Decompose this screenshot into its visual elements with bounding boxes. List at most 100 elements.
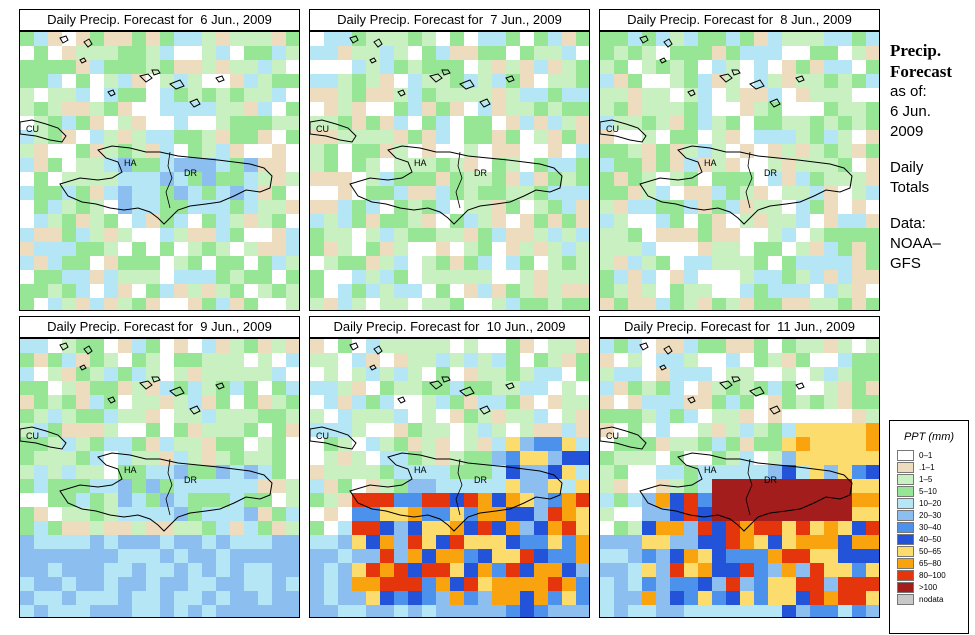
hispaniola-outline bbox=[639, 145, 853, 225]
precip-cell bbox=[628, 395, 642, 409]
precip-cell bbox=[642, 591, 656, 605]
precip-cell bbox=[48, 493, 62, 507]
precip-cell bbox=[48, 521, 62, 535]
precip-cell bbox=[628, 535, 642, 549]
precip-cell bbox=[684, 465, 698, 479]
precip-cell bbox=[62, 521, 76, 535]
precip-cell bbox=[394, 493, 408, 507]
precip-cell bbox=[576, 88, 589, 102]
bahamas-island-outline bbox=[83, 345, 93, 355]
precip-cell bbox=[352, 32, 366, 46]
precip-cell bbox=[520, 493, 534, 507]
precip-cell bbox=[436, 298, 450, 310]
precip-cell bbox=[118, 102, 132, 116]
precip-cell bbox=[202, 563, 216, 577]
precip-cell bbox=[810, 158, 824, 172]
precip-cell bbox=[520, 563, 534, 577]
precip-cell bbox=[520, 256, 534, 270]
precip-cell bbox=[244, 270, 258, 284]
precip-cell bbox=[76, 437, 90, 451]
precip-cell bbox=[520, 591, 534, 605]
precip-cell bbox=[338, 242, 352, 256]
precip-cell bbox=[478, 479, 492, 493]
precip-cell bbox=[534, 353, 548, 367]
precip-cell bbox=[146, 605, 160, 617]
precip-cell bbox=[104, 507, 118, 521]
precip-cell bbox=[642, 493, 656, 507]
precip-cell bbox=[824, 214, 838, 228]
precip-cell bbox=[810, 451, 824, 465]
precip-cell bbox=[712, 605, 726, 617]
precip-cell bbox=[614, 46, 628, 60]
precip-cell bbox=[394, 381, 408, 395]
precip-cell bbox=[352, 144, 366, 158]
precip-cell bbox=[90, 395, 104, 409]
precip-cell bbox=[520, 186, 534, 200]
precip-cell bbox=[670, 451, 684, 465]
precip-cell bbox=[258, 451, 272, 465]
precip-cell bbox=[614, 242, 628, 256]
forecast-panel-jun10: Daily Precip. Forecast for 10 Jun., 2009… bbox=[309, 316, 590, 618]
precip-cell bbox=[726, 409, 740, 423]
precip-cell bbox=[614, 88, 628, 102]
precip-cell bbox=[726, 158, 740, 172]
precip-cell bbox=[352, 605, 366, 617]
precip-cell bbox=[642, 32, 656, 46]
precip-cell bbox=[230, 130, 244, 144]
precip-cell bbox=[62, 228, 76, 242]
precip-cell bbox=[258, 339, 272, 353]
precip-cell bbox=[324, 367, 338, 381]
precip-cell bbox=[698, 116, 712, 130]
precip-cell bbox=[286, 605, 299, 617]
precip-cell bbox=[684, 298, 698, 310]
precip-cell bbox=[712, 256, 726, 270]
bahamas-island-outline bbox=[479, 405, 491, 415]
bahamas-island-outline bbox=[687, 89, 696, 97]
precip-cell bbox=[286, 228, 299, 242]
precip-cell bbox=[244, 74, 258, 88]
precip-cell bbox=[562, 591, 576, 605]
precip-cell bbox=[174, 172, 188, 186]
precip-cell bbox=[478, 493, 492, 507]
precip-cell bbox=[34, 339, 48, 353]
precip-cell bbox=[698, 298, 712, 310]
precip-cell bbox=[450, 507, 464, 521]
precip-cell bbox=[548, 102, 562, 116]
precip-cell bbox=[852, 535, 866, 549]
precip-cell bbox=[534, 381, 548, 395]
precip-cell bbox=[534, 172, 548, 186]
precip-cell bbox=[562, 465, 576, 479]
precip-cell bbox=[838, 367, 852, 381]
precip-cell bbox=[464, 605, 478, 617]
precip-cell bbox=[352, 465, 366, 479]
precip-cell bbox=[506, 242, 520, 256]
precip-cell bbox=[366, 577, 380, 591]
precip-cell bbox=[394, 353, 408, 367]
precip-cell bbox=[104, 395, 118, 409]
precip-cell bbox=[380, 521, 394, 535]
precip-cell bbox=[338, 465, 352, 479]
precip-cell bbox=[272, 256, 286, 270]
precip-cell bbox=[740, 535, 754, 549]
precip-cell bbox=[34, 284, 48, 298]
precip-cell bbox=[698, 256, 712, 270]
caption-totals-line2: Totals bbox=[890, 179, 930, 196]
legend-swatch bbox=[897, 533, 914, 545]
precip-cell bbox=[492, 102, 506, 116]
precip-cell bbox=[768, 535, 782, 549]
precip-cell bbox=[244, 200, 258, 214]
precip-cell bbox=[258, 242, 272, 256]
precip-cell bbox=[614, 256, 628, 270]
precip-cell bbox=[548, 270, 562, 284]
precip-cell bbox=[810, 46, 824, 60]
precip-cell bbox=[366, 186, 380, 200]
precip-cell bbox=[712, 451, 726, 465]
precip-cell bbox=[684, 186, 698, 200]
precip-cell bbox=[244, 367, 258, 381]
precip-cell bbox=[698, 479, 712, 493]
precip-cell bbox=[754, 493, 768, 507]
precip-cell bbox=[768, 88, 782, 102]
precip-cell bbox=[408, 367, 422, 381]
precip-cell bbox=[782, 298, 796, 310]
